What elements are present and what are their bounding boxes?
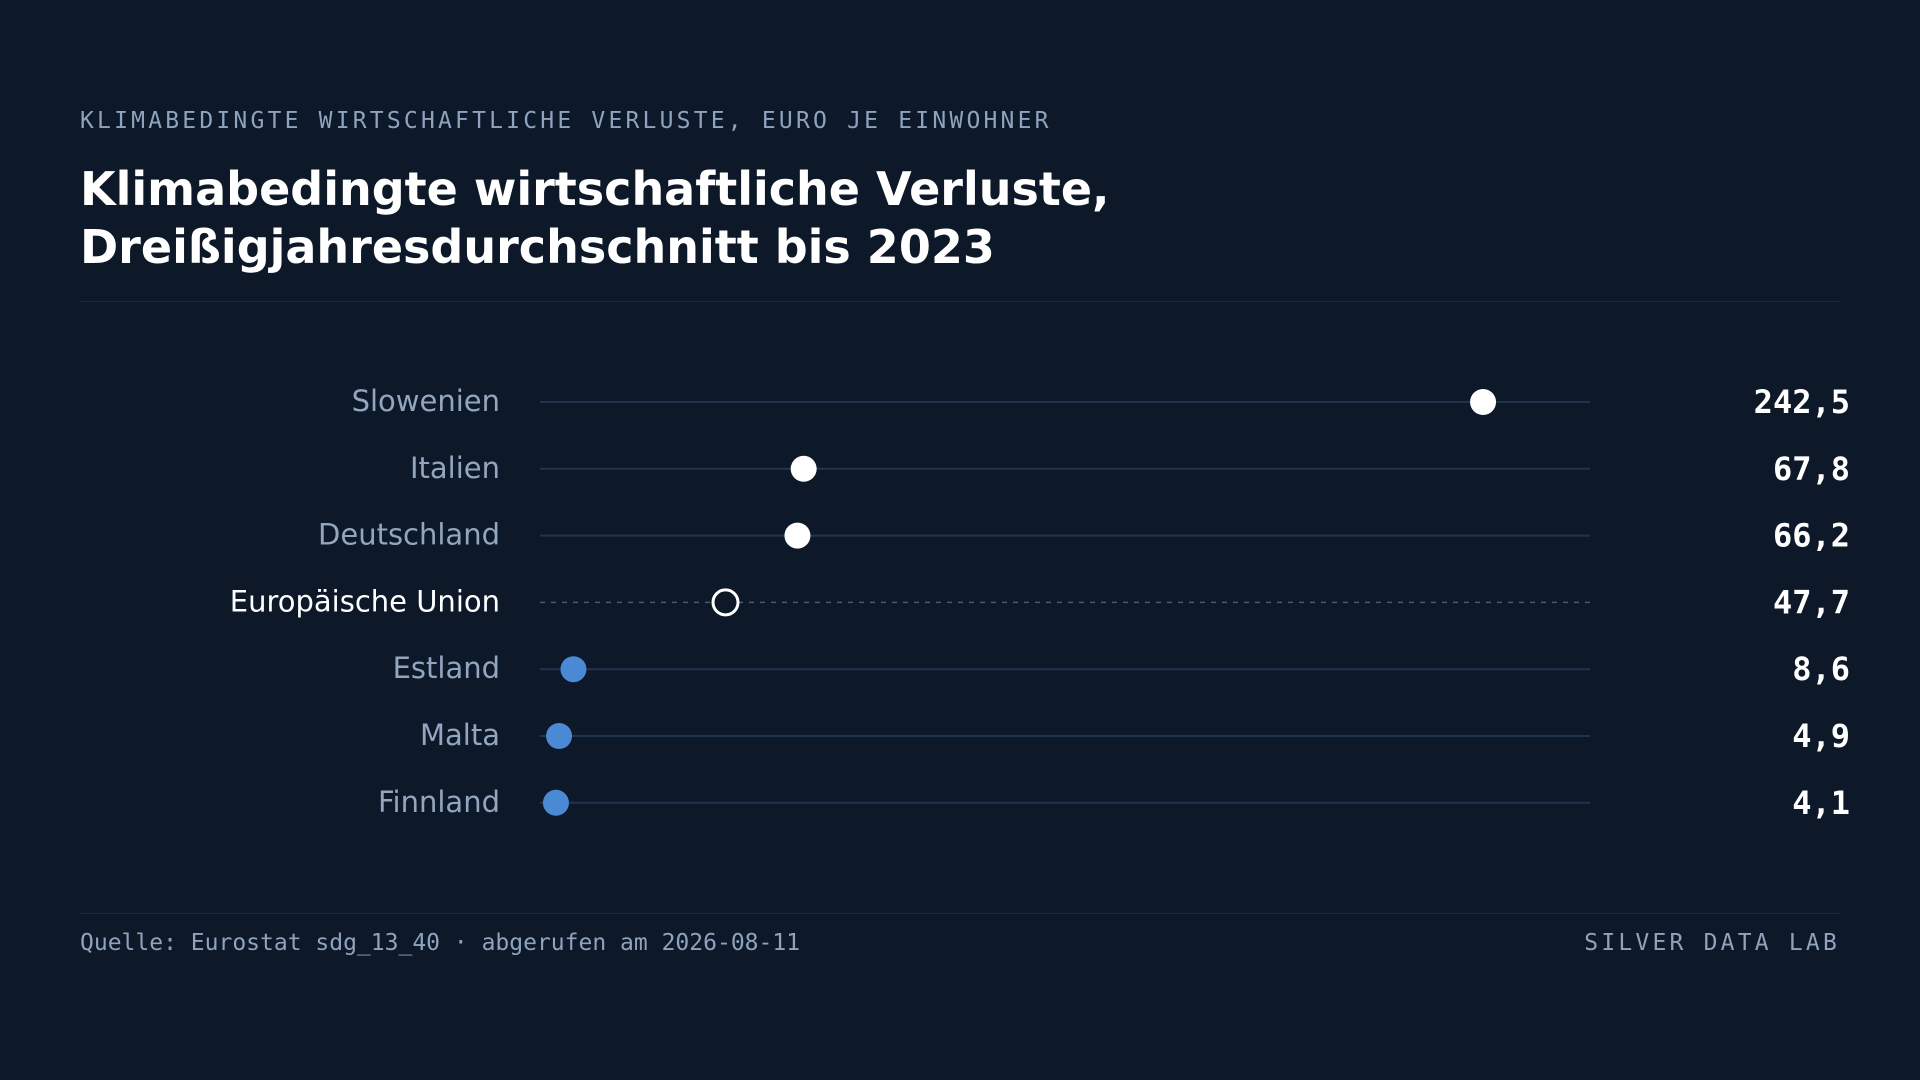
footer-divider (80, 913, 1840, 914)
value-label-malta: 4,9 (1792, 717, 1850, 755)
chart-kicker: KLIMABEDINGTE WIRTSCHAFTLICHE VERLUSTE, … (80, 108, 1052, 134)
chart-title: Klimabedingte wirtschaftliche Verluste, … (80, 160, 1380, 276)
chart-row-europaeische-union: Europäische Union 47,7 (230, 583, 1850, 621)
chart-row-slowenien: Slowenien 242,5 (352, 383, 1850, 421)
brand-label: SILVER DATA LAB (1584, 930, 1840, 956)
value-label-italien: 67,8 (1773, 450, 1850, 488)
chart-row-malta: Malta 4,9 (420, 717, 1850, 755)
data-point-europaeische-union (711, 588, 740, 617)
category-label-italien: Italien (410, 451, 500, 485)
value-label-europaeische-union: 47,7 (1773, 583, 1850, 621)
category-label-malta: Malta (420, 718, 500, 752)
value-label-estland: 8,6 (1792, 650, 1850, 688)
chart-row-finnland: Finnland 4,1 (378, 784, 1850, 822)
chart-title-line-2: Dreißigjahresdurchschnitt bis 2023 (80, 220, 995, 274)
value-label-slowenien: 242,5 (1754, 383, 1850, 421)
chart-row-deutschland: Deutschland 66,2 (318, 517, 1850, 555)
header-divider (80, 301, 1840, 302)
chart-title-line-1: Klimabedingte wirtschaftliche Verluste, (80, 162, 1110, 216)
source-note: Quelle: Eurostat sdg_13_40 · abgerufen a… (80, 930, 801, 956)
data-point-slowenien (1470, 389, 1497, 415)
data-point-finnland (542, 789, 569, 816)
category-label-finnland: Finnland (378, 785, 500, 819)
value-label-deutschland: 66,2 (1773, 517, 1850, 555)
value-label-finnland: 4,1 (1792, 784, 1850, 822)
category-label-deutschland: Deutschland (318, 518, 500, 552)
category-label-slowenien: Slowenien (352, 384, 500, 418)
category-label-estland: Estland (393, 651, 500, 685)
data-point-deutschland (784, 522, 811, 549)
data-point-malta (546, 723, 573, 749)
category-label-europaeische-union: Europäische Union (230, 584, 500, 618)
chart-row-italien: Italien 67,8 (410, 450, 1850, 488)
chart-row-estland: Estland 8,6 (393, 650, 1850, 688)
data-point-estland (560, 656, 587, 683)
data-point-italien (790, 455, 817, 482)
